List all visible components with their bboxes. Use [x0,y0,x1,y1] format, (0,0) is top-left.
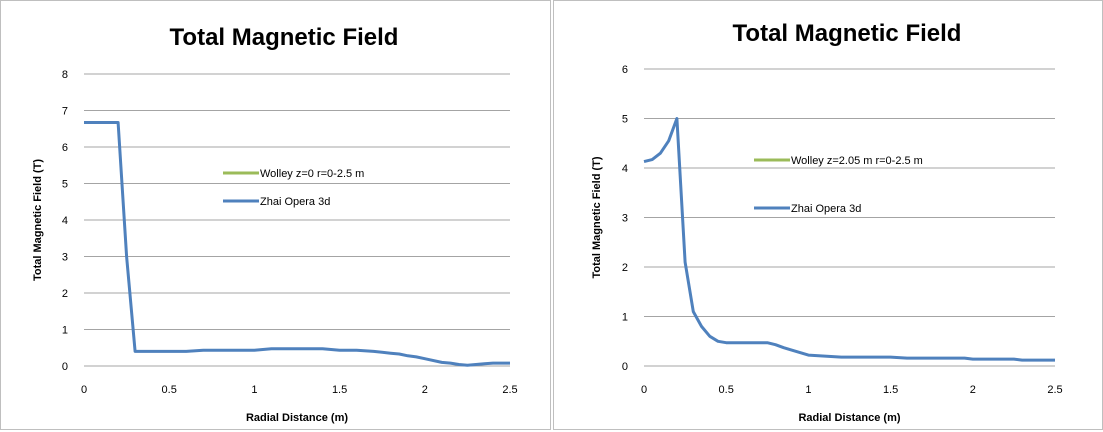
legend-label-0: Wolley z=0 r=0-2.5 m [260,168,364,180]
x-tick-label: 2 [422,384,428,396]
x-tick-label: 2.5 [1047,384,1062,396]
legend-label-0: Wolley z=2.05 m r=0-2.5 m [791,155,923,167]
chart-title: Total Magnetic Field [170,24,399,51]
x-tick-label: 1 [805,384,811,396]
x-axis-title: Radial Distance (m) [246,412,348,424]
x-tick-label: 2.5 [502,384,517,396]
y-tick-label: 6 [62,142,68,154]
chart-left: 0 1 2 3 4 5 6 7 8 0 0.5 1 1.5 2 2.5 Total Magnetic Fiel… [32,24,518,424]
y-axis-title: Total Magnetic Field (T) [32,159,44,281]
y-tick-label: 0 [62,361,68,373]
x-axis-title: Radial Distance (m) [798,412,900,424]
legend-label-1: Zhai Opera 3d [260,196,330,208]
x-tick-label: 1 [251,384,257,396]
x-tick-label: 0 [81,384,87,396]
x-tick-label: 0.5 [719,384,734,396]
series-line-1 [84,121,510,367]
y-tick-label: 6 [622,64,628,76]
y-tick-label: 8 [62,69,68,81]
y-tick-label: 3 [622,213,628,225]
y-tick-label: 2 [62,288,68,300]
chart-panel-left: 0 1 2 3 4 5 6 7 8 0 0.5 1 1.5 2 2.5 Total Magnetic Fiel… [0,0,551,430]
y-axis-title: Total Magnetic Field (T) [591,156,603,278]
y-tick-label: 0 [622,361,628,373]
y-tick-label: 1 [622,312,628,324]
y-tick-label: 4 [622,163,628,175]
y-tick-label: 5 [62,179,68,191]
chart-right: 0 1 2 3 4 5 6 0 0.5 1 1.5 2 2.5 Total Magnetic Field R… [591,20,1063,424]
series-line-1 [643,117,1055,362]
chart-title: Total Magnetic Field [733,20,962,47]
y-tick-label: 1 [62,325,68,337]
x-tick-label: 2 [970,384,976,396]
legend-label-1: Zhai Opera 3d [791,203,861,215]
y-tick-label: 5 [622,114,628,126]
y-tick-label: 7 [62,106,68,118]
y-tick-label: 4 [62,215,68,227]
x-tick-label: 0.5 [162,384,177,396]
x-tick-label: 0 [641,384,647,396]
x-tick-label: 1.5 [883,384,898,396]
y-tick-label: 3 [62,252,68,264]
x-tick-label: 1.5 [332,384,347,396]
y-tick-label: 2 [622,262,628,274]
chart-panel-right: 0 1 2 3 4 5 6 0 0.5 1 1.5 2 2.5 Total Magnetic Field R… [553,0,1103,430]
